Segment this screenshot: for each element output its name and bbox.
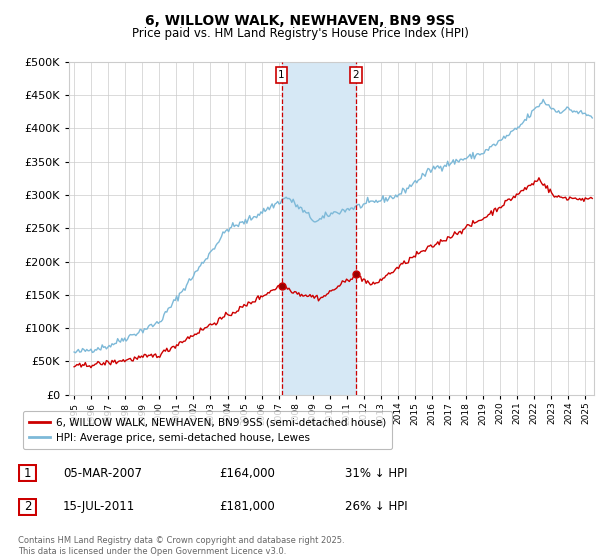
Text: £164,000: £164,000 bbox=[219, 466, 275, 480]
Text: 2: 2 bbox=[353, 70, 359, 80]
Text: 15-JUL-2011: 15-JUL-2011 bbox=[63, 500, 135, 514]
Text: £181,000: £181,000 bbox=[219, 500, 275, 514]
Bar bbox=[281, 62, 356, 395]
Legend: 6, WILLOW WALK, NEWHAVEN, BN9 9SS (semi-detached house), HPI: Average price, sem: 6, WILLOW WALK, NEWHAVEN, BN9 9SS (semi-… bbox=[23, 411, 392, 449]
Text: 26% ↓ HPI: 26% ↓ HPI bbox=[345, 500, 407, 514]
Text: 1: 1 bbox=[278, 70, 285, 80]
Text: 6, WILLOW WALK, NEWHAVEN, BN9 9SS: 6, WILLOW WALK, NEWHAVEN, BN9 9SS bbox=[145, 14, 455, 28]
Text: Price paid vs. HM Land Registry's House Price Index (HPI): Price paid vs. HM Land Registry's House … bbox=[131, 27, 469, 40]
Text: 31% ↓ HPI: 31% ↓ HPI bbox=[345, 466, 407, 480]
Text: Contains HM Land Registry data © Crown copyright and database right 2025.
This d: Contains HM Land Registry data © Crown c… bbox=[18, 536, 344, 556]
Text: 2: 2 bbox=[24, 500, 31, 514]
Text: 1: 1 bbox=[24, 466, 31, 480]
Text: 05-MAR-2007: 05-MAR-2007 bbox=[63, 466, 142, 480]
